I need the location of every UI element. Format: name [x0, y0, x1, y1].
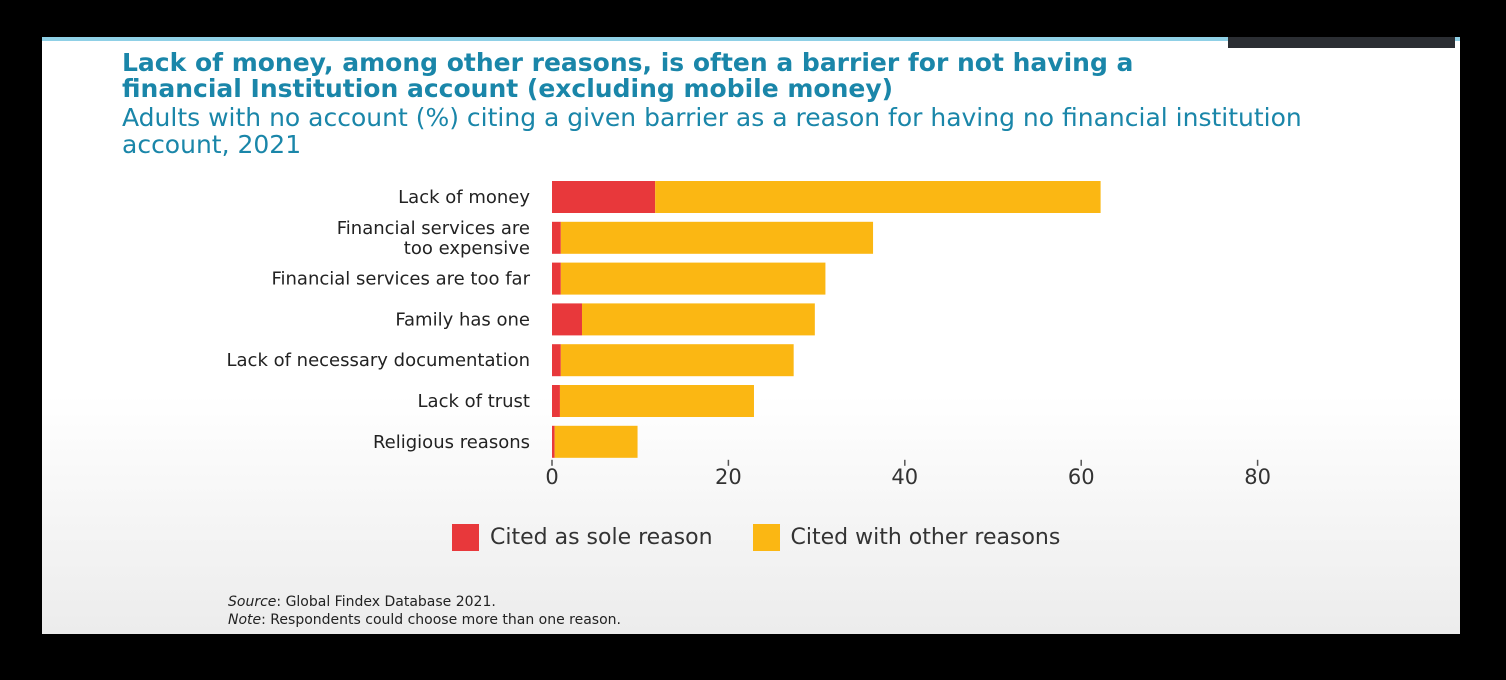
category-labels: Lack of money Financial services are too e…	[226, 187, 530, 453]
x-tick-label: 60	[1068, 465, 1095, 489]
bar-other-reasons	[655, 181, 1101, 213]
note-line: Note: Respondents could choose more than…	[228, 611, 621, 629]
source-label: Source	[228, 594, 277, 610]
bar-sole-reason	[552, 344, 561, 377]
x-tick-label: 40	[891, 465, 918, 489]
legend-item-other: Cited with other reasons	[752, 524, 1061, 551]
category-label: Financial services are too expensive	[337, 218, 530, 259]
bar-sole-reason	[552, 303, 582, 336]
bar-sole-reason	[552, 385, 560, 417]
bar-sole-reason	[552, 221, 561, 254]
source-text: : Global Findex Database 2021.	[276, 594, 496, 610]
bar-other-reasons	[560, 344, 794, 377]
legend-item-sole: Cited as sole reason	[452, 524, 713, 551]
category-label: Religious reasons	[373, 432, 530, 453]
chart-subtitle: Adults with no account (%) citing a give…	[122, 103, 1302, 159]
slide: Lack of money, among other reasons, is o…	[42, 37, 1460, 634]
legend: Cited as sole reason Cited with other re…	[452, 524, 1100, 551]
legend-label-sole: Cited as sole reason	[490, 525, 713, 550]
x-tick-label: 0	[545, 465, 558, 489]
bar-sole-reason	[552, 425, 555, 458]
note-text: : Respondents could choose more than one…	[261, 612, 621, 628]
bar-sole-reason	[552, 181, 656, 213]
bar-chart: Lack of money Financial services are too e…	[226, 181, 1271, 489]
bars	[552, 181, 1101, 458]
x-tick-label: 20	[715, 465, 742, 489]
bar-other-reasons	[560, 221, 874, 254]
bar-other-reasons	[581, 303, 815, 336]
x-tick-label: 80	[1244, 465, 1271, 489]
category-label: Lack of trust	[418, 391, 530, 412]
slide-top-border	[42, 37, 1460, 41]
category-label: Lack of necessary documentation	[226, 350, 530, 371]
category-label: Family has one	[395, 309, 530, 330]
legend-label-other: Cited with other reasons	[790, 525, 1061, 550]
video-inset	[1228, 37, 1455, 48]
bar-other-reasons	[560, 262, 826, 295]
category-label: Financial services are too far	[271, 269, 530, 290]
chart-title: Lack of money, among other reasons, is o…	[122, 48, 1134, 103]
legend-swatch-sole	[452, 524, 479, 551]
source-notes: Source: Global Findex Database 2021. Not…	[228, 593, 621, 629]
category-label: Lack of money	[398, 187, 530, 208]
note-label: Note	[228, 612, 262, 628]
bar-sole-reason	[552, 262, 561, 295]
source-line: Source: Global Findex Database 2021.	[228, 593, 621, 611]
bar-other-reasons	[554, 425, 638, 458]
legend-swatch-other	[752, 524, 780, 551]
bar-other-reasons	[559, 385, 754, 417]
x-axis: 0 20 40 60 80	[545, 459, 1271, 489]
